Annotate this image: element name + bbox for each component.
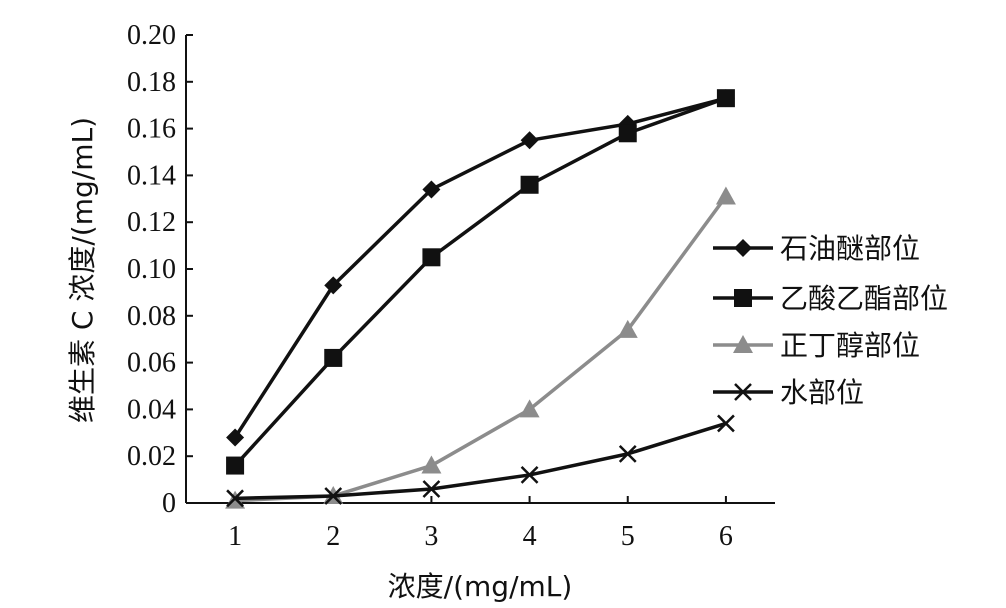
data-point (226, 489, 244, 508)
y-tick-label: 0.16 (127, 114, 176, 145)
data-point (324, 487, 343, 505)
legend-item: 正丁醇部位 (713, 329, 920, 362)
data-point (520, 175, 539, 194)
series-line (233, 96, 727, 439)
axes: 0 0.02 0.04 0.06 0.08 0.10 0.12 0.14 0.16 0.18 0.2… (127, 20, 775, 552)
legend-marker (734, 289, 752, 307)
series-2 (226, 89, 735, 475)
x-axis-title: 浓度/(mg/mL) (388, 570, 573, 603)
y-tick-label: 0.08 (127, 301, 176, 332)
legend-item: 乙酸乙酯部位 (713, 282, 948, 315)
legend-label: 水部位 (780, 376, 864, 409)
data-point (422, 480, 441, 498)
legend-marker (733, 335, 753, 353)
series-line (234, 195, 728, 503)
legend-item: 水部位 (713, 376, 864, 409)
y-axis-title: 维生素 C 浓度/(mg/mL) (66, 117, 99, 423)
series-line (235, 421, 727, 501)
series-layer (225, 89, 736, 509)
data-point (324, 276, 343, 295)
y-tick-label: 0.02 (127, 441, 176, 472)
x-tick-label: 5 (621, 521, 635, 552)
data-point (520, 466, 539, 484)
y-tick-label: 0.06 (127, 348, 176, 379)
data-point (421, 455, 442, 474)
data-point (226, 456, 245, 475)
legend-marker (734, 239, 752, 257)
y-tick-label: 0.10 (127, 254, 176, 285)
legend-marker (734, 383, 752, 401)
data-point (618, 124, 637, 143)
data-point (324, 348, 343, 367)
data-point (226, 428, 245, 447)
series-4 (226, 414, 735, 508)
legend-label: 正丁醇部位 (780, 329, 920, 362)
y-tick-label: 0 (162, 488, 176, 519)
x-tick-label: 6 (719, 521, 733, 552)
data-point (422, 180, 441, 199)
x-tick-label: 2 (326, 521, 340, 552)
series-line (233, 96, 727, 467)
y-tick-label: 0.20 (127, 20, 176, 51)
data-point (617, 319, 638, 338)
legend-label: 乙酸乙酯部位 (780, 282, 948, 315)
x-tick-label: 4 (523, 521, 537, 552)
data-point (618, 444, 637, 463)
y-tick-label: 0.12 (127, 207, 176, 238)
data-point (717, 414, 735, 433)
x-tick-label: 3 (424, 521, 438, 552)
series-3 (225, 186, 736, 509)
data-point (520, 131, 539, 150)
data-point (716, 89, 735, 108)
y-tick-label: 0.04 (127, 394, 176, 425)
y-tick-label: 0.14 (127, 160, 176, 191)
y-tick-label: 0.18 (127, 67, 176, 98)
data-point (715, 186, 736, 205)
legend-label: 石油醚部位 (780, 232, 920, 265)
legend-item: 石油醚部位 (713, 232, 920, 265)
data-point (519, 399, 540, 418)
data-point (422, 248, 441, 267)
x-tick-label: 1 (228, 521, 242, 552)
